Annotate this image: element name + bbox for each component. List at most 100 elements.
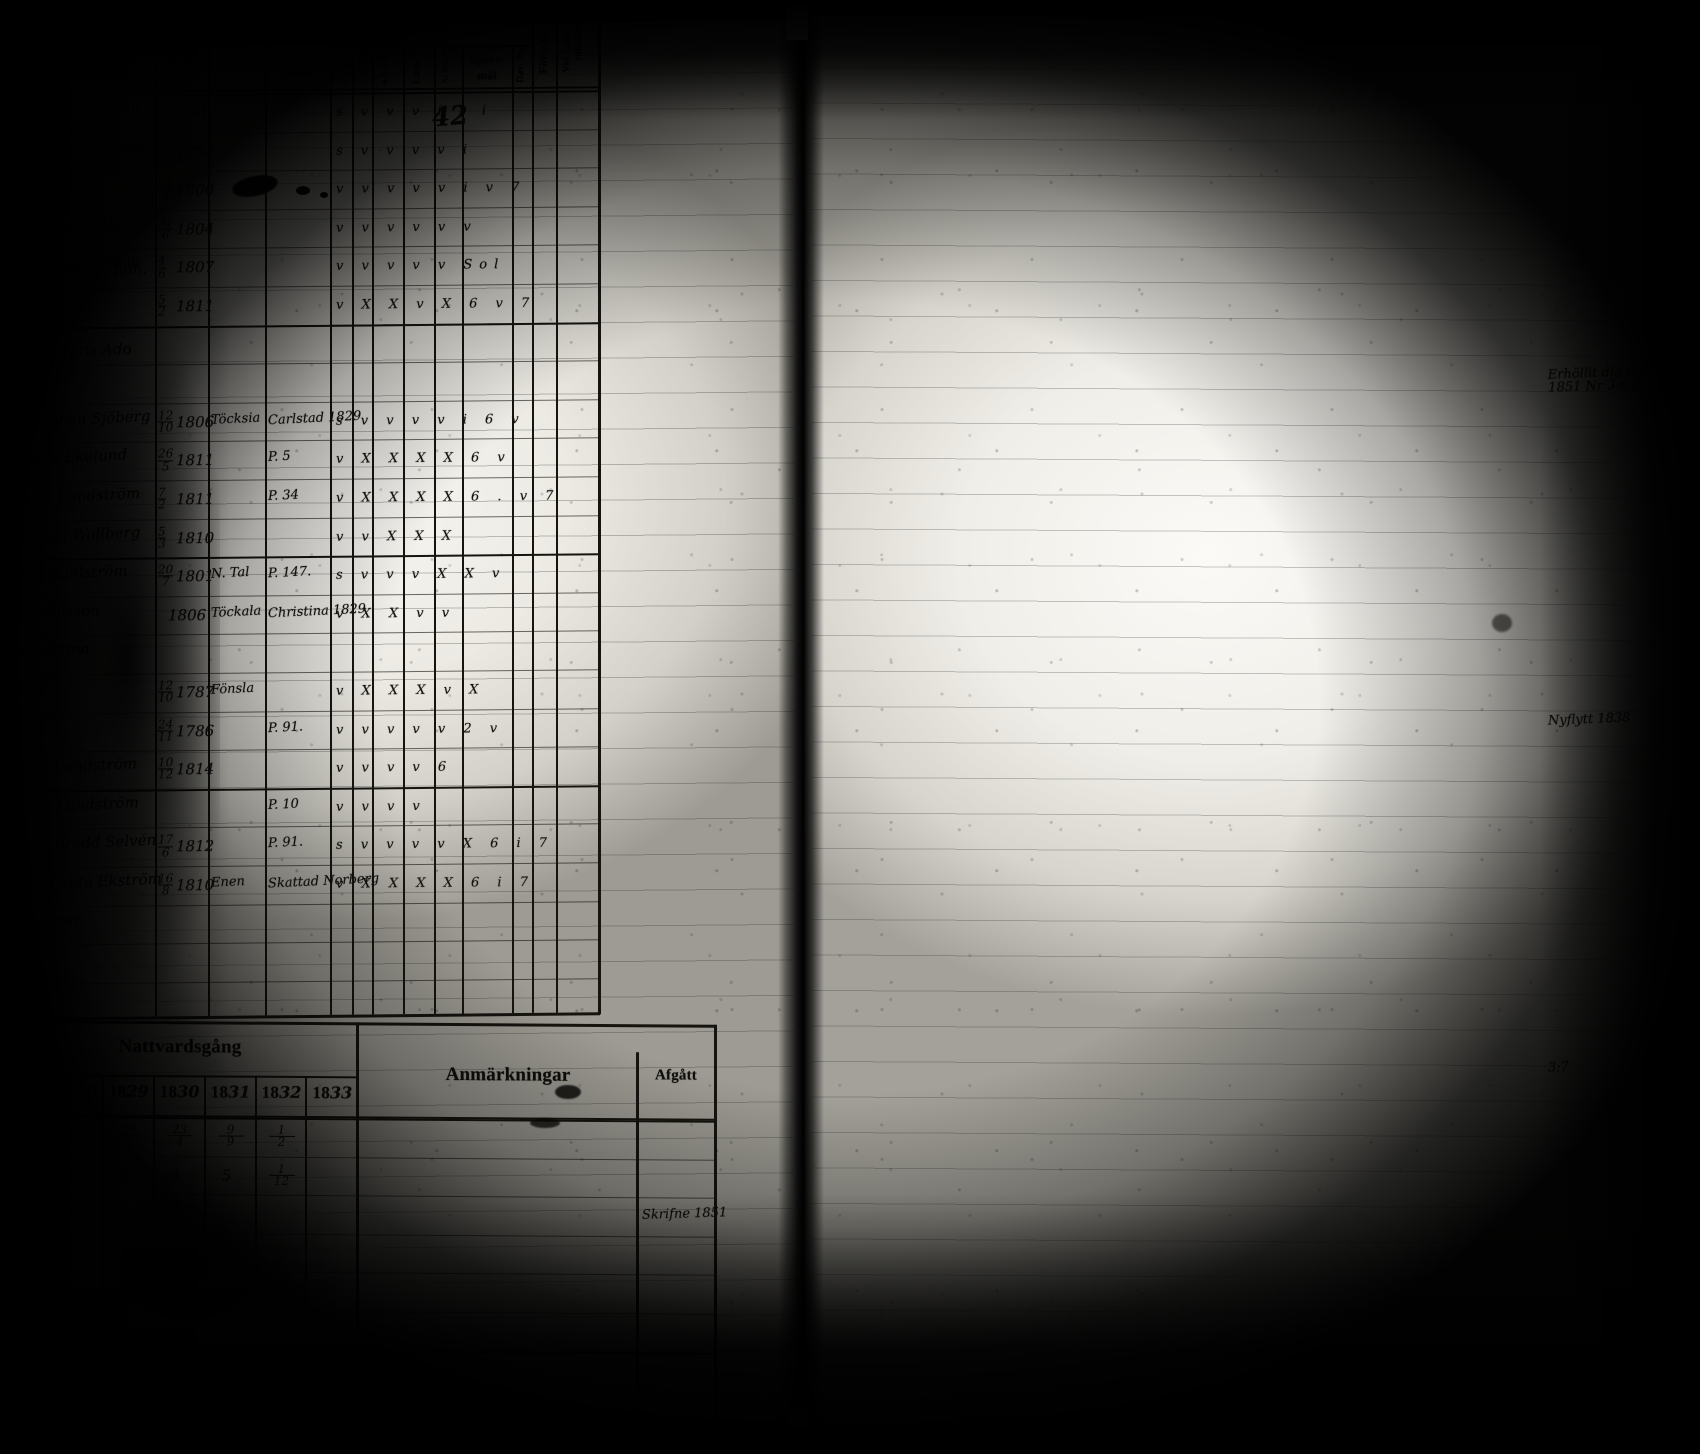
birth-year: 1811 xyxy=(176,451,215,470)
communion-entry: 5 xyxy=(221,1320,232,1339)
year-suffix: 31 xyxy=(228,1082,251,1102)
place-name: Sillgnhorva xyxy=(9,48,139,80)
person-name: Petter Lundström xyxy=(5,484,141,509)
year-suffix: 29 xyxy=(126,1081,149,1101)
year-prefix: 18 xyxy=(210,1082,229,1102)
person-name: Bell C. xyxy=(5,988,57,1009)
row-rule xyxy=(0,785,600,793)
birth-year: 1810 xyxy=(176,875,215,895)
birth-year: 1786 xyxy=(176,721,215,740)
birth-year: 1811 xyxy=(176,489,215,509)
reading-marks: s v v v v X 6 i 7 xyxy=(336,836,555,854)
reading-marks: v X X X X 6 i 7 xyxy=(336,874,535,892)
reading-marks: v v v v v 2 v xyxy=(336,720,505,738)
birth-year: 1774 xyxy=(176,142,215,161)
year-column-label: 1833 xyxy=(309,1083,355,1103)
household-number: N:o 64 xyxy=(39,14,122,46)
birth-date-fraction: 7 10 xyxy=(158,137,174,165)
communion-entry: 5 xyxy=(18,1203,28,1222)
reading-marks: v X X X X 6 v xyxy=(336,450,512,468)
header-luth-cat: Luth. Cat. xyxy=(411,37,422,85)
header-sporsmal-1: Spörs- xyxy=(469,52,505,67)
year-column-label: 1828 xyxy=(55,1081,101,1101)
birth-year: 1811 xyxy=(176,296,215,316)
birth-year: 1810 xyxy=(176,528,215,547)
departure-entry: Skrifne 1851 xyxy=(641,1205,728,1224)
margin-note: 3:7 xyxy=(1547,1059,1570,1075)
person-name: Anders Ekelund xyxy=(5,445,128,470)
header-datum: Datum xyxy=(163,69,201,84)
reading-marks: v v v v xyxy=(336,798,427,815)
birth-parish: N. Tal xyxy=(210,565,250,582)
departure-entry: Christina 1852 xyxy=(641,1436,741,1454)
person-name: Maria Lundström xyxy=(5,792,140,818)
year-prefix: 18 xyxy=(159,1082,178,1102)
header-lasning: Läsning xyxy=(425,0,479,15)
margin-note: Erhöllit dig med salt 1851 Nr 3:e gubben xyxy=(1547,362,1683,396)
communion-entry: 5 xyxy=(119,1281,130,1300)
person-name: Anna Sahlström xyxy=(5,561,128,586)
moved-from: P. 34 xyxy=(267,487,300,505)
person-name: Johan Lundström xyxy=(5,754,138,779)
communion-entry: 5 xyxy=(68,1242,79,1261)
header-kommen: Kommen xyxy=(272,47,322,63)
header-vid-lasforhor-1: Vid Läsförhör xyxy=(561,8,572,73)
header-a-joh-hustafla: A. Joh. Hustafla xyxy=(440,24,449,84)
header-ar-och: År och xyxy=(164,53,200,68)
row-rule xyxy=(0,360,600,368)
birth-year: 1787 xyxy=(176,682,215,702)
year-column-label: 1827 xyxy=(4,1081,50,1101)
row-rule xyxy=(0,283,600,290)
row-rule xyxy=(0,707,600,715)
birth-year: 1804 xyxy=(176,219,215,239)
year-prefix: 18 xyxy=(261,1082,280,1102)
row-rule xyxy=(0,746,600,754)
person-name: Anna Maja Ginnberg xyxy=(5,136,165,162)
reading-marks: v v X X X xyxy=(336,528,458,545)
reading-marks: v v v v v v xyxy=(336,219,478,236)
header-nattvardsgang: Nattvardsgång xyxy=(118,1035,242,1058)
person-name: Carl Johan Sjöberg xyxy=(5,406,151,432)
margin-note: Nyflytt 1838 xyxy=(1547,710,1631,729)
communion-entry: 5 xyxy=(18,1280,28,1299)
nattvardsgang-underline xyxy=(0,1074,356,1079)
moved-from: P. 5 xyxy=(267,449,291,466)
moved-from: P. 147. xyxy=(267,564,312,582)
row-rule xyxy=(0,823,600,831)
row-rule xyxy=(0,128,600,136)
person-name: Maria Magdalena xyxy=(5,213,141,239)
person-name: Anna Jnsr. xyxy=(5,910,84,933)
person-name: Abell xyxy=(5,679,46,700)
birth-date-fraction: 20 7 xyxy=(158,562,174,589)
col-sep-ibok-abc xyxy=(372,22,374,1015)
reading-marks: s v v v X X v xyxy=(336,566,507,583)
year-suffix: 30 xyxy=(177,1082,200,1102)
reading-marks: s v v v i i i xyxy=(336,103,493,120)
header-abc-bok: a b c Bok xyxy=(379,42,390,85)
left-page-table: Födelse År och Datum Ort Kommen ifrån Ko… xyxy=(0,0,601,1021)
birth-year: 1814 xyxy=(176,760,215,779)
row-rule xyxy=(0,476,600,483)
communion-entry: 5 xyxy=(68,1280,79,1299)
header-forstar: Förstår xyxy=(536,33,550,74)
header-ort: Ort xyxy=(227,58,247,73)
year-suffix: 33 xyxy=(329,1083,353,1103)
year-suffix: 28 xyxy=(75,1081,98,1101)
communion-entry: 5 xyxy=(119,1165,130,1184)
birth-parish: Töcksia xyxy=(210,410,261,428)
col-sep-forstar-vid xyxy=(556,2,558,1013)
header-ifran: ifrån xyxy=(283,66,311,81)
person-name: Craft xyxy=(5,718,46,739)
person-name: Gustava Wallberg xyxy=(5,522,141,548)
birth-date-fraction: 24 11 xyxy=(158,716,174,744)
communion-entry: 5 xyxy=(119,1203,130,1223)
row-rule xyxy=(0,592,600,599)
birth-date-fraction: 21 4 xyxy=(158,176,174,203)
communion-entry: 5 xyxy=(18,1241,28,1260)
birth-year: 1806 xyxy=(168,605,207,625)
communion-entry: 26 10 xyxy=(14,1314,40,1340)
